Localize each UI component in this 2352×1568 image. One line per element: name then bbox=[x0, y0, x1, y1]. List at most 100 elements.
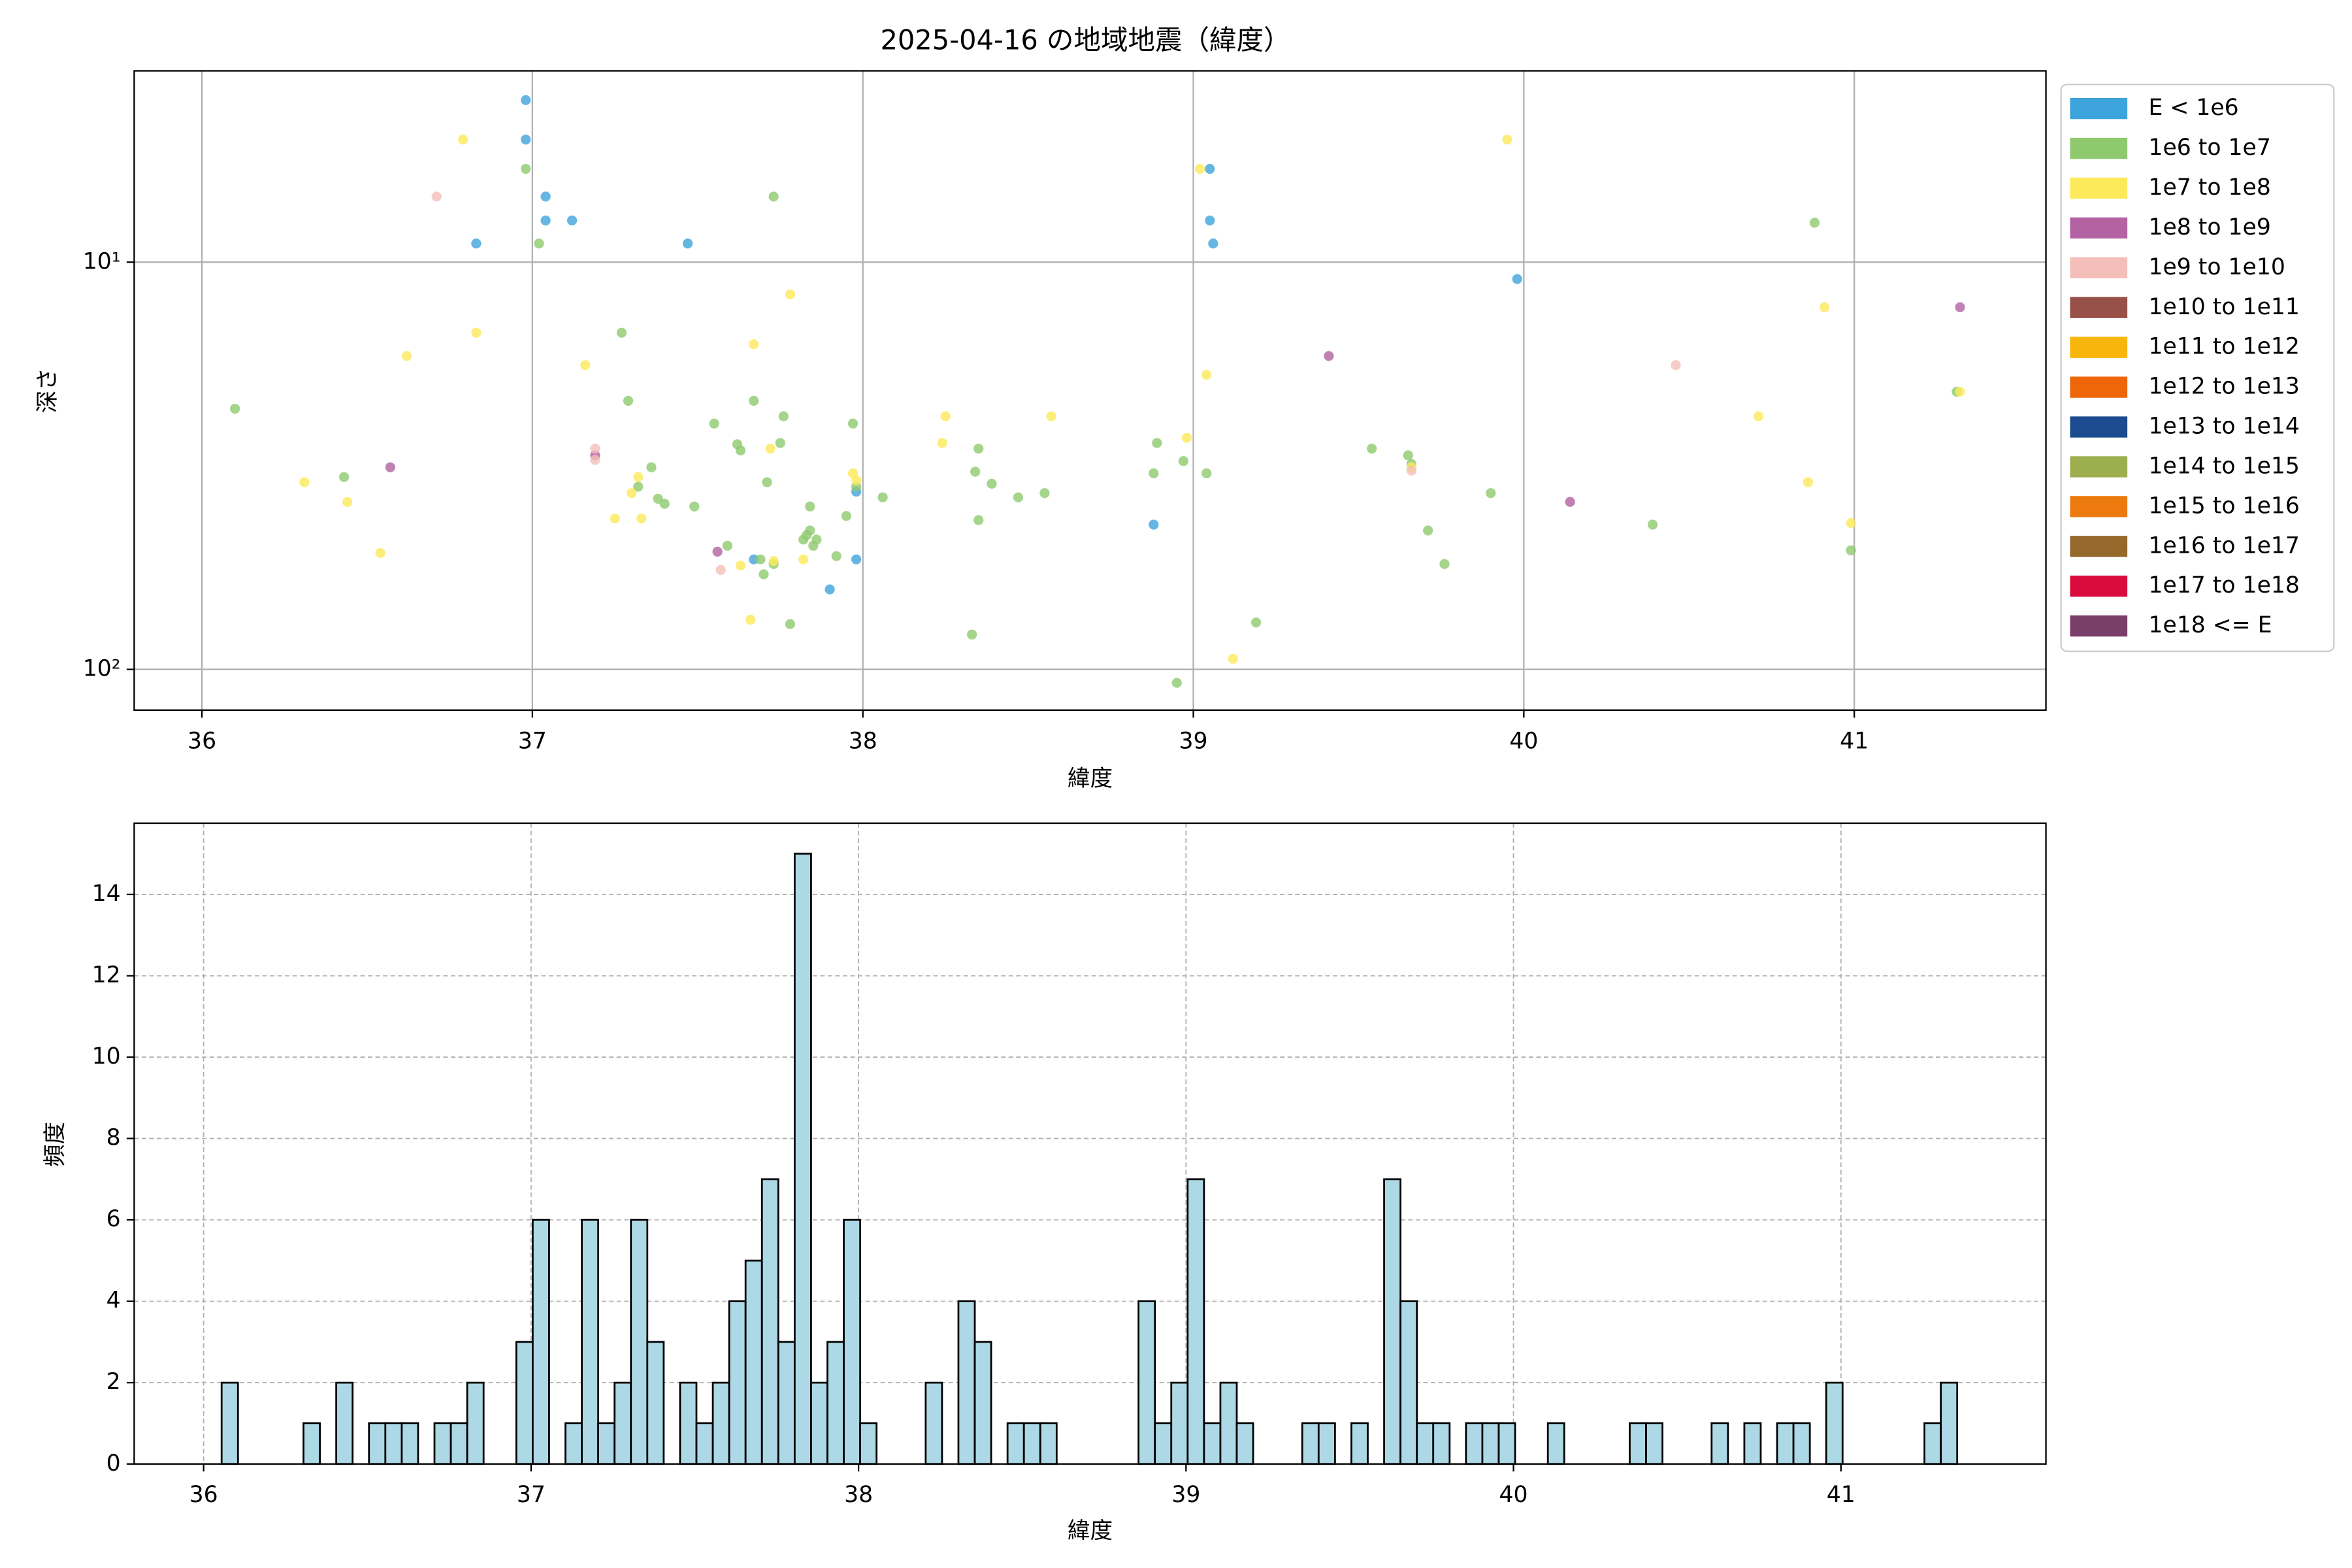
legend-label: 1e17 to 1e18 bbox=[2148, 572, 2299, 598]
point bbox=[775, 438, 785, 448]
point bbox=[1809, 218, 1820, 228]
point bbox=[735, 445, 746, 456]
bar bbox=[1776, 1422, 1795, 1465]
y-tick-label: 10 bbox=[92, 1043, 121, 1070]
point bbox=[1955, 386, 1965, 397]
x-tick-label: 36 bbox=[188, 728, 216, 754]
point bbox=[1251, 617, 1262, 628]
x-tick-label: 39 bbox=[1171, 1482, 1200, 1508]
bar bbox=[973, 1341, 992, 1465]
x-tick-label: 41 bbox=[1827, 1482, 1855, 1508]
bar bbox=[695, 1422, 714, 1465]
bar bbox=[793, 853, 812, 1465]
point bbox=[709, 418, 719, 429]
bar bbox=[400, 1422, 419, 1465]
points bbox=[230, 95, 1965, 688]
point bbox=[762, 477, 772, 487]
x-tick-label: 40 bbox=[1499, 1482, 1528, 1508]
legend-swatch bbox=[2070, 536, 2128, 557]
point bbox=[1846, 545, 1856, 555]
bar bbox=[679, 1381, 698, 1465]
point bbox=[1152, 438, 1162, 448]
x-axis-label: 緯度 bbox=[1068, 1518, 1113, 1544]
bar bbox=[646, 1341, 665, 1465]
bar bbox=[449, 1422, 468, 1465]
bar bbox=[1203, 1422, 1222, 1465]
point bbox=[1423, 525, 1433, 536]
bar bbox=[1825, 1381, 1844, 1465]
point bbox=[1406, 465, 1416, 476]
bar bbox=[581, 1218, 600, 1465]
point bbox=[1955, 302, 1965, 312]
point bbox=[616, 327, 627, 338]
y-tick-label: 4 bbox=[106, 1288, 121, 1314]
point bbox=[759, 569, 769, 580]
legend-label: 1e10 to 1e11 bbox=[2148, 294, 2299, 320]
bar bbox=[1416, 1422, 1435, 1465]
point bbox=[689, 501, 700, 512]
point bbox=[749, 339, 759, 350]
point bbox=[1228, 653, 1238, 664]
legend-label: 1e15 to 1e16 bbox=[2148, 493, 2299, 519]
bar bbox=[826, 1341, 845, 1465]
bar bbox=[1154, 1422, 1173, 1465]
y-tick-label: 0 bbox=[106, 1450, 121, 1477]
y-tick-label: 2 bbox=[106, 1369, 121, 1395]
point bbox=[768, 556, 779, 566]
point bbox=[712, 546, 723, 557]
bar bbox=[368, 1422, 387, 1465]
point bbox=[1149, 468, 1159, 479]
legend-label: 1e14 to 1e15 bbox=[2148, 453, 2299, 479]
point bbox=[375, 547, 385, 559]
point bbox=[521, 163, 531, 174]
bar bbox=[515, 1341, 534, 1465]
point bbox=[1753, 411, 1764, 421]
bar bbox=[1383, 1178, 1402, 1465]
bar bbox=[335, 1381, 354, 1465]
bar bbox=[744, 1260, 763, 1465]
point bbox=[534, 238, 544, 249]
point bbox=[458, 135, 468, 145]
point bbox=[973, 444, 984, 454]
point bbox=[623, 395, 634, 406]
y-axis-label: 深さ bbox=[35, 368, 61, 413]
y-tick-label: 8 bbox=[106, 1125, 121, 1151]
point bbox=[521, 95, 531, 105]
point bbox=[831, 551, 841, 561]
bar bbox=[1481, 1422, 1500, 1465]
legend-swatch bbox=[2070, 137, 2128, 159]
point bbox=[1149, 519, 1159, 530]
bar bbox=[1792, 1422, 1811, 1465]
legend-label: 1e11 to 1e12 bbox=[2148, 334, 2299, 360]
point bbox=[735, 561, 746, 571]
point bbox=[636, 513, 647, 524]
point bbox=[847, 418, 858, 429]
point bbox=[1648, 519, 1658, 530]
bar bbox=[630, 1218, 649, 1465]
legend-swatch bbox=[2070, 257, 2128, 278]
point bbox=[1439, 559, 1450, 569]
bar bbox=[1497, 1422, 1516, 1465]
point bbox=[745, 614, 756, 625]
bar bbox=[531, 1218, 550, 1465]
y-tick-label: 10¹ bbox=[83, 248, 121, 274]
point bbox=[590, 455, 600, 465]
y-tick-label: 14 bbox=[92, 881, 121, 907]
bar bbox=[1710, 1422, 1729, 1465]
point bbox=[1565, 497, 1575, 507]
point bbox=[825, 584, 835, 595]
x-tick-label: 36 bbox=[189, 1482, 218, 1508]
bar bbox=[1743, 1422, 1762, 1465]
point bbox=[1367, 444, 1377, 454]
bar bbox=[1170, 1381, 1189, 1465]
point bbox=[1671, 360, 1681, 370]
y-axis-label: 頻度 bbox=[42, 1122, 68, 1167]
point bbox=[987, 478, 997, 489]
point bbox=[633, 482, 644, 492]
bar bbox=[1235, 1422, 1254, 1465]
legend-label: 1e6 to 1e7 bbox=[2148, 135, 2270, 161]
legend-swatch bbox=[2070, 336, 2128, 358]
point bbox=[683, 238, 693, 249]
legend-swatch bbox=[2070, 297, 2128, 318]
